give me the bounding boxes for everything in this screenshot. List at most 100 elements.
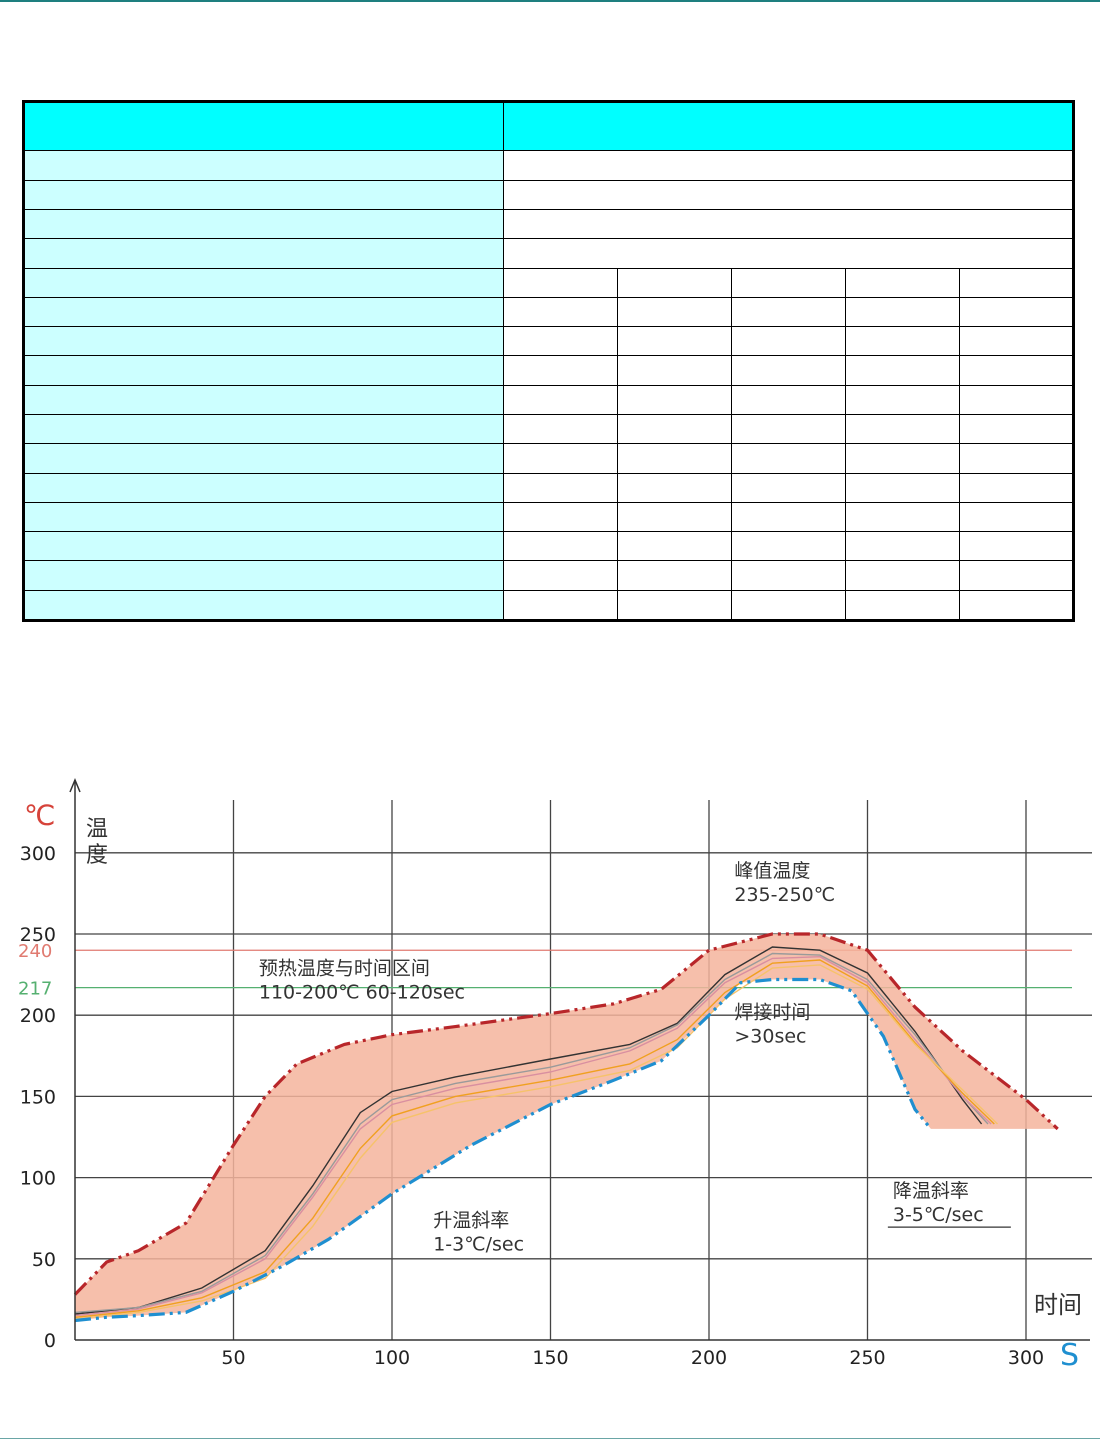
- spec-row-value: [617, 589, 732, 622]
- reflow-profile-chart: 240 217 0 50 100 150 200 250 300 50 100 150 200 250 30…: [18, 778, 1092, 1373]
- table-row: [23, 531, 1075, 562]
- spec-row-label: [23, 209, 504, 240]
- y-axis-unit: ℃: [24, 799, 55, 832]
- spec-row-label: [23, 150, 504, 181]
- spec-row-label: [23, 238, 504, 269]
- spec-row-value: [731, 443, 846, 474]
- spec-row-value: [958, 531, 1075, 562]
- spec-row-value: [845, 472, 960, 503]
- spec-row-value: [503, 501, 618, 533]
- spec-row-value: [845, 560, 960, 591]
- spec-row-value: [845, 355, 960, 386]
- table-row: [23, 209, 1075, 240]
- annotation-text: 1-3℃/sec: [433, 1233, 524, 1255]
- spec-row-value: [617, 267, 732, 298]
- spec-row-value: [731, 413, 846, 445]
- spec-row-label: [23, 179, 504, 211]
- x-tick-label: 250: [849, 1347, 885, 1369]
- spec-row-value: [503, 326, 618, 357]
- spec-row-value: [617, 296, 732, 328]
- profile-curve: [74, 955, 992, 1317]
- y-axis-arrow: [69, 778, 81, 793]
- spec-row-value: [845, 589, 960, 622]
- spec-row-value: [503, 443, 618, 474]
- spec-row-label: [23, 355, 504, 386]
- spec-row-label: [23, 296, 504, 328]
- spec-row-value: [845, 413, 960, 445]
- spec-row-value: [731, 267, 846, 298]
- annotation-text: 焊接时间: [734, 1001, 810, 1023]
- tick-labels: 240 217 0 50 100 150 200 250 300 50 100 150 200 250 30…: [18, 799, 1082, 1373]
- spec-row-value: [502, 179, 1075, 211]
- table-row: [23, 326, 1075, 357]
- upper-limit-line: [73, 932, 1059, 1296]
- spec-row-value: [503, 531, 618, 562]
- process-window-fill: [75, 934, 1058, 1321]
- spec-row-value: [617, 560, 732, 591]
- y-axis-label-char: 温: [86, 817, 108, 842]
- spec-row-value: [958, 326, 1075, 357]
- spec-row-value: [503, 355, 618, 386]
- x-tick-label: 100: [374, 1347, 410, 1369]
- table-row: [23, 238, 1075, 269]
- spec-row-value: [958, 589, 1075, 622]
- x-axis-label: 时间: [1034, 1291, 1082, 1319]
- x-axis-unit: S: [1060, 1338, 1079, 1373]
- table-row: [23, 589, 1075, 622]
- spec-row-value: [958, 384, 1075, 416]
- profile-curve: [74, 952, 989, 1314]
- spec-row-value: [503, 560, 618, 591]
- spec-row-value: [958, 560, 1075, 591]
- x-tick-label: 200: [691, 1347, 727, 1369]
- spec-row-value: [731, 560, 846, 591]
- table-row: [23, 443, 1075, 474]
- x-tick-label: 150: [532, 1347, 568, 1369]
- process-window: [75, 934, 1058, 1321]
- spec-row-value: [502, 238, 1075, 269]
- spec-row-value: [502, 209, 1075, 240]
- reference-lines: [75, 949, 1072, 989]
- spec-row-value: [731, 296, 846, 328]
- spec-row-value: [958, 413, 1075, 445]
- x-tick-label: 300: [1008, 1347, 1044, 1369]
- table-row: [23, 355, 1075, 386]
- y-tick-label: 100: [20, 1168, 56, 1190]
- spec-row-value: [845, 384, 960, 416]
- spec-row-label: [23, 267, 504, 298]
- bottom-rule: [0, 1438, 1100, 1439]
- table-row: [23, 472, 1075, 503]
- reference-line-label: 240: [18, 941, 52, 962]
- table-row: [23, 179, 1075, 211]
- spec-row-label: [23, 384, 504, 416]
- spec-table: [22, 100, 1076, 622]
- spec-row-label: [23, 589, 504, 622]
- spec-row-value: [731, 472, 846, 503]
- spec-row-value: [503, 589, 618, 622]
- spec-row-value: [503, 384, 618, 416]
- spec-row-value: [617, 501, 732, 533]
- spec-row-value: [502, 150, 1075, 181]
- top-rule: [0, 0, 1100, 2]
- spec-row-value: [958, 355, 1075, 386]
- annotation-text: 升温斜率: [433, 1209, 509, 1231]
- x-tick-label: 50: [221, 1347, 245, 1369]
- y-tick-label: 0: [44, 1330, 56, 1352]
- table-row: [23, 501, 1075, 533]
- table-row: [23, 150, 1075, 181]
- axes: [69, 778, 1090, 1341]
- spec-row-value: [617, 443, 732, 474]
- profile-curve: [74, 959, 995, 1318]
- spec-row-value: [617, 384, 732, 416]
- spec-row-label: [23, 531, 504, 562]
- spec-row-label: [23, 326, 504, 357]
- spec-row-value: [958, 501, 1075, 533]
- spec-row-value: [503, 472, 618, 503]
- spec-row-value: [731, 355, 846, 386]
- spec-row-value: [617, 472, 732, 503]
- spec-row-value: [958, 443, 1075, 474]
- y-axis-label-char: 度: [86, 843, 108, 868]
- spec-row-value: [731, 589, 846, 622]
- spec-row-value: [617, 326, 732, 357]
- table-row: [23, 267, 1075, 298]
